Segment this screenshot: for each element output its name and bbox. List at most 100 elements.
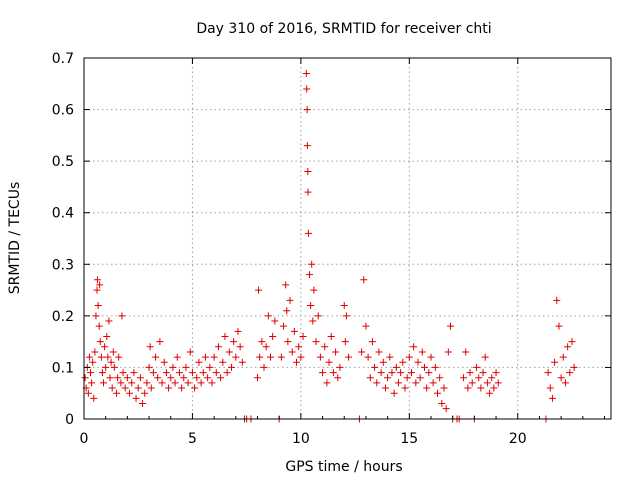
data-point [238,358,246,366]
data-point [559,353,567,361]
data-point [197,379,205,387]
data-point [379,358,387,366]
data-point [362,322,370,330]
data-point [199,369,207,377]
data-point [303,85,311,93]
chart-title: Day 310 of 2016, SRMTID for receiver cht… [196,21,491,37]
data-point [308,260,316,268]
data-point [280,322,288,330]
data-point [327,332,335,340]
data-point [160,358,168,366]
data-point [473,363,481,371]
data-point [314,312,322,320]
data-point [258,338,266,346]
data-point [358,348,366,356]
data-point [193,374,201,382]
data-point [101,343,109,351]
data-point [423,384,431,392]
data-point [286,296,294,304]
data-point [488,374,496,382]
data-point [132,394,140,402]
data-point [217,374,225,382]
data-point [390,389,398,397]
data-point [277,353,285,361]
data-point [566,369,574,377]
data-point [260,363,268,371]
data-point [548,394,556,402]
data-point [96,281,104,289]
data-point [123,374,131,382]
data-point [483,379,491,387]
data-point [405,353,413,361]
data-point [299,332,307,340]
data-point [371,363,379,371]
data-point [178,384,186,392]
data-point [410,343,418,351]
data-point [477,384,485,392]
data-point [84,389,92,397]
data-point [312,338,320,346]
data-point [184,379,192,387]
data-point [104,353,112,361]
data-point [375,348,383,356]
y-tick-label: 0.1 [52,360,74,376]
data-point [89,358,97,366]
data-point [107,358,115,366]
data-point [225,348,233,356]
data-point [293,358,301,366]
data-point [553,296,561,304]
data-point [557,374,565,382]
data-point [364,353,372,361]
data-point [429,379,437,387]
data-point [431,363,439,371]
data-point [418,348,426,356]
data-point [381,384,389,392]
data-point [481,353,489,361]
x-axis-label: GPS time / hours [285,459,402,475]
data-point [110,363,118,371]
data-point [332,348,340,356]
x-tick-label: 5 [188,431,197,447]
data-point [416,374,424,382]
data-point [466,369,474,377]
y-tick-label: 0 [65,412,74,428]
data-point [544,369,552,377]
data-point [95,322,103,330]
data-point [126,389,134,397]
data-point [264,312,272,320]
data-point [444,348,452,356]
grid-layer [84,58,611,419]
data-point [290,327,298,335]
data-point [360,276,368,284]
data-point [234,327,242,335]
data-point [117,379,125,387]
data-point [173,353,181,361]
x-tick-label: 0 [80,431,89,447]
data-point [414,358,422,366]
data-point [81,374,89,382]
data-point [460,374,468,382]
data-point [373,379,381,387]
data-point [175,369,183,377]
x-tick-label: 10 [292,431,310,447]
data-point [162,369,170,377]
data-point [303,142,311,150]
data-point [130,369,138,377]
data-point [221,332,229,340]
data-point [143,379,151,387]
data-point [109,348,117,356]
data-point [412,379,420,387]
data-point [136,374,144,382]
data-point [96,338,104,346]
data-point [490,384,498,392]
data-point [152,353,160,361]
data-point [154,374,162,382]
data-point [145,363,153,371]
data-point [475,374,483,382]
data-point [368,338,376,346]
data-point [180,374,188,382]
data-point [336,363,344,371]
data-point [307,302,315,310]
data-point [262,343,270,351]
labels-layer: 0 0.1 0.2 0.3 0.4 0.5 0.6 0.7 0 5 10 15 20 [52,51,527,447]
